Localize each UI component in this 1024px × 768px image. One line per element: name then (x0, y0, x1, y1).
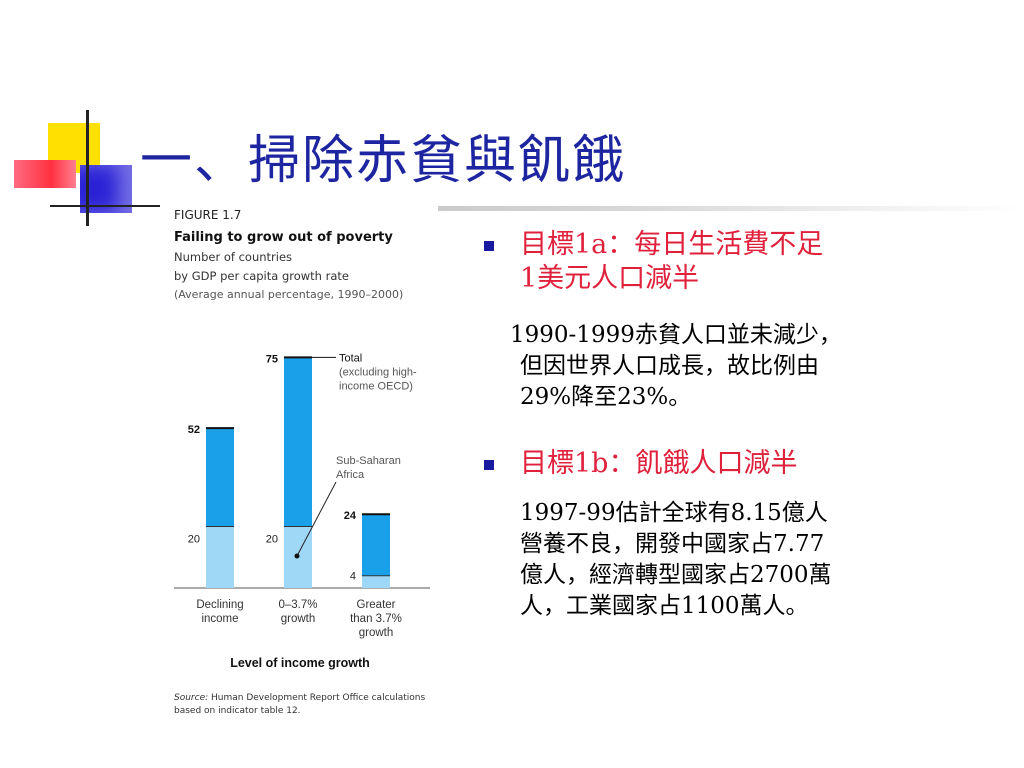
category-label: income (201, 613, 238, 625)
slide-title: 一、掃除赤貧與飢餓 (140, 131, 627, 191)
bar-ssa (362, 575, 390, 588)
bullet-body-line: 29%降至23%。 (520, 384, 692, 410)
bullet-body-line: 億人，經濟轉型國家占2700萬 (520, 562, 832, 588)
category-label: growth (281, 613, 316, 625)
bullet-body-line: 人，工業國家占1100萬人。 (520, 593, 809, 619)
bullet-body-line: 但因世界人口成長，故比例由 (520, 353, 819, 379)
bullet-heading-line: 1美元人口減半 (520, 263, 700, 294)
bullet-marker (484, 241, 494, 251)
bullet-heading-line: 目標1b：飢餓人口減半 (520, 448, 798, 479)
bar-chart: 52 20 Declining income 75 20 0–3.7% growth 24 4 Gr… (174, 352, 430, 670)
legend-label-total: Total (339, 352, 362, 364)
legend-label-ssa: Sub-Saharan (336, 455, 401, 467)
chart-subtitle-line: by GDP per capita growth rate (174, 269, 349, 283)
bullet-body-line: 1997-99估計全球有8.15億人 (520, 500, 828, 526)
chart-title: Failing to grow out of poverty (174, 230, 393, 245)
decor-horizontal-line (50, 205, 160, 207)
category-label: than 3.7% (350, 613, 402, 625)
data-label-ssa: 20 (188, 534, 200, 546)
data-label-total: 75 (266, 353, 278, 365)
category-label: Greater (357, 599, 396, 611)
bullet-body-line: 營養不良，開發中國家占7.77 (520, 531, 825, 557)
source-label: Source: (174, 693, 209, 703)
bar-ssa (206, 526, 234, 588)
figure-number: FIGURE 1.7 (174, 208, 242, 222)
legend-label-total: (excluding high- (339, 366, 417, 378)
category-label: Declining (196, 599, 243, 611)
data-label-total: 24 (344, 510, 357, 522)
data-label-ssa: 20 (266, 534, 278, 546)
decor-red-bar (14, 160, 76, 188)
chart-subtitle-line: Number of countries (174, 250, 293, 264)
data-label-ssa: 4 (350, 571, 356, 583)
chart-subtitle-line: (Average annual percentage, 1990–2000) (174, 288, 404, 301)
x-axis-title: Level of income growth (230, 656, 370, 670)
legend-label-ssa: Africa (336, 469, 365, 481)
category-label: growth (359, 627, 394, 639)
legend-pointer-ssa (296, 481, 337, 557)
category-label: 0–3.7% (278, 599, 317, 611)
figure-source: Source: Human Development Report Office … (174, 692, 434, 718)
decor-vertical-line (86, 110, 89, 226)
source-text: Human Development Report Office calculat… (174, 693, 426, 716)
legend-pointer-dot (294, 553, 300, 559)
bullet-marker (484, 460, 494, 470)
title-underline (160, 206, 1024, 211)
bullet-heading-line: 目標1a：每日生活費不足 (520, 229, 824, 260)
bullet-body-line: 1990-1999赤貧人口並未減少， (510, 322, 842, 348)
figure-panel: 52 20 Declining income 75 20 0–3.7% growth 24 4 Gr… (160, 206, 438, 732)
data-label-total: 52 (188, 424, 200, 436)
legend-label-total: income OECD) (339, 380, 413, 392)
